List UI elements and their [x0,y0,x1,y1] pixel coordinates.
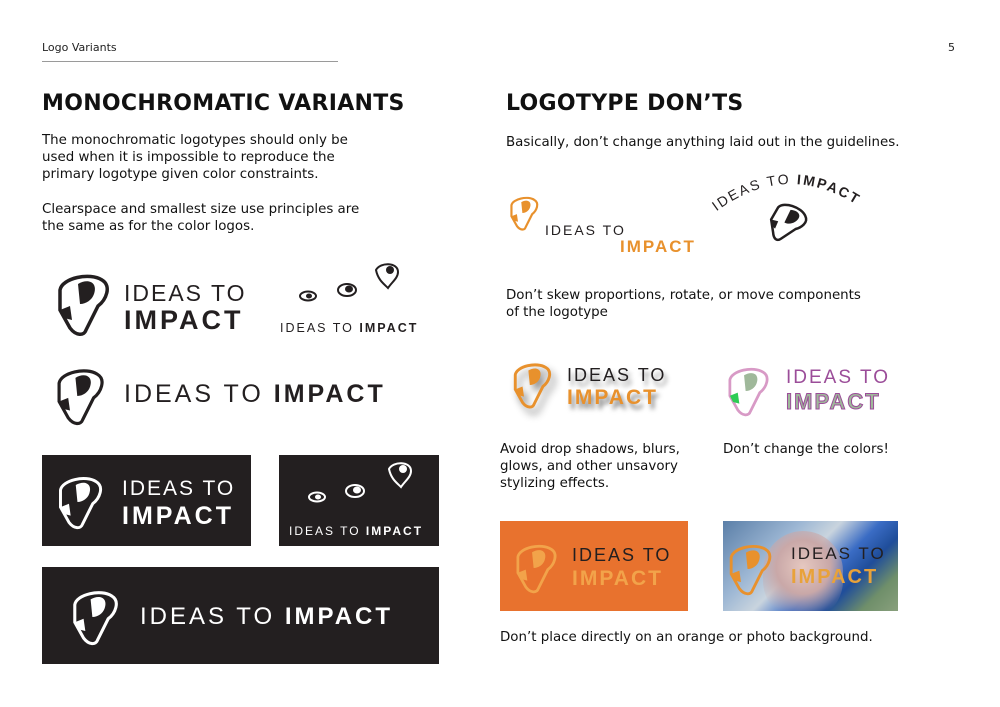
logo-mark-icon [52,473,108,535]
monochromatic-heading: MONOCHROMATIC VARIANTS [42,91,405,116]
logo-mark-sequence-icon [298,262,408,307]
dark-logo-small: IDEAS TO IMPACT [279,455,439,546]
mono-paragraph-2: Clearspace and smallest size use princip… [42,202,360,234]
wordmark-ideas-to: IDEAS TO [124,280,247,306]
logotype-donts-heading: LOGOTYPE DON’TS [506,91,744,116]
logo-mark-icon [50,270,120,340]
wordmark-impact: IMPACT [124,305,244,335]
hand-photo-shape [763,531,843,611]
logo-mark-icon [510,541,562,599]
mono-paragraph-1: The monochromatic logotypes should only … [42,133,348,182]
header-divider [42,61,338,62]
logo-mark-icon [769,203,808,242]
colors-caption: Don’t change the colors! [723,442,889,457]
shadow-wordmark-ideas-to: IDEAS TO [567,365,667,385]
rotated-arc-logo: IDEAS TO IMPACT [705,171,875,262]
logo-mark-icon [50,365,112,427]
small-wordmark: IDEAS TO IMPACT [280,321,419,335]
logo-mark-icon [722,364,774,422]
dark-logo-stacked: IDEAS TO IMPACT [42,455,251,546]
moved-wordmark-ideas-to: IDEAS TO [545,222,626,238]
shadow-caption: Avoid drop shadows, blurs, glows, and ot… [500,442,680,491]
photo-background-logo: IDEAS TO IMPACT [723,521,898,611]
shadow-wordmark-impact: IMPACT [567,386,658,409]
svg-text:IDEAS TO IMPACT: IDEAS TO IMPACT [709,171,864,214]
page-number: 5 [948,41,955,54]
background-caption: Don’t place directly on an orange or pho… [500,630,873,645]
dark-logo-horizontal: IDEAS TO IMPACT [42,567,439,664]
logo-mark-icon [66,587,124,651]
recolored-wordmark-impact: IMPACT [786,389,881,415]
section-title: Logo Variants [42,41,117,54]
recolored-wordmark-ideas-to: IDEAS TO [786,367,890,388]
logo-mark-sequence-icon [307,461,417,510]
donts-intro: Basically, don’t change anything laid ou… [506,135,900,150]
horizontal-wordmark: IDEAS TO IMPACT [124,380,386,408]
logo-mark-icon [508,360,556,414]
logo-mark-icon [506,192,542,238]
orange-background-logo: IDEAS TO IMPACT [500,521,688,611]
moved-wordmark-impact: IMPACT [620,237,696,256]
logo-mark-icon [723,541,777,601]
skew-caption: Don’t skew proportions, rotate, or move … [506,288,861,320]
